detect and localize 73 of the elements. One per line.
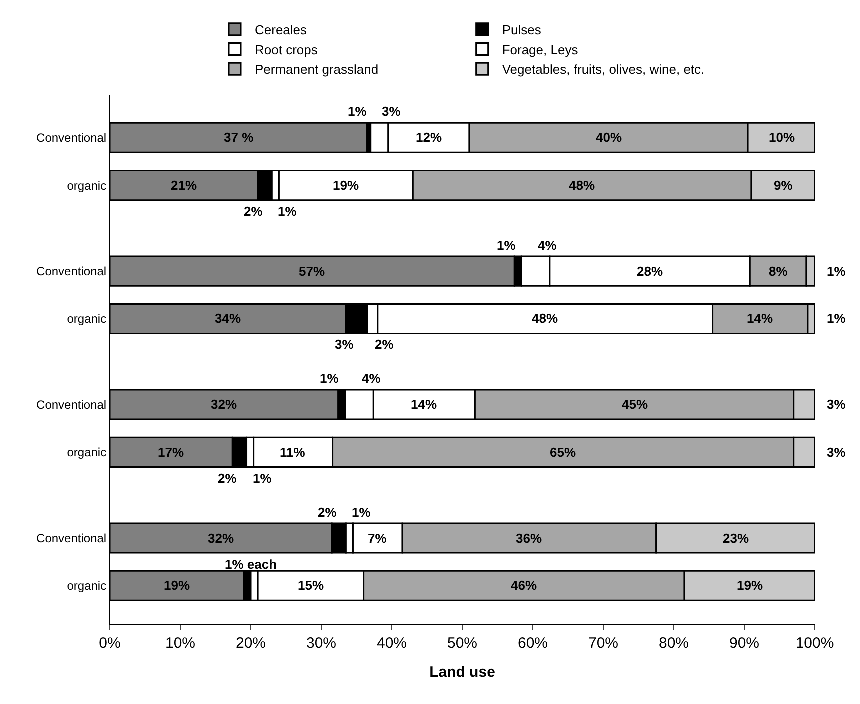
- data-label: 19%: [333, 178, 360, 193]
- y-tick-label: Conventional: [36, 131, 107, 146]
- x-tick-label: 30%: [306, 635, 337, 652]
- data-label: 1%: [827, 311, 846, 326]
- data-label: 21%: [171, 178, 198, 193]
- legend-label: Pulses: [502, 22, 542, 38]
- data-label: 17%: [158, 445, 184, 460]
- x-tick-label: 20%: [236, 635, 266, 652]
- data-label: 10%: [769, 130, 796, 145]
- data-label: 28%: [637, 264, 664, 279]
- legend-label: Vegetables, fruits, olives, wine, etc.: [502, 62, 705, 78]
- y-tick-label: Conventional: [36, 398, 107, 412]
- x-tick-label: 70%: [588, 635, 619, 652]
- data-label: 32%: [208, 531, 234, 546]
- data-label: 3%: [382, 104, 402, 119]
- data-label: 4%: [362, 371, 382, 386]
- data-label: 7%: [368, 531, 388, 546]
- data-label: 57%: [299, 264, 326, 279]
- y-tick-label: organic: [67, 446, 107, 460]
- legend-label: Permanent grassland: [255, 62, 379, 78]
- x-tick-label: 60%: [518, 635, 548, 652]
- x-tick-label: 40%: [376, 635, 408, 652]
- data-label: 3%: [827, 397, 846, 412]
- y-tick-label: organic: [67, 178, 107, 193]
- legend-label: Forage, Leys: [502, 42, 579, 58]
- data-label: 45%: [622, 397, 648, 412]
- data-label: 4%: [538, 238, 558, 253]
- data-label: 19%: [164, 578, 190, 593]
- legend-label: Cereales: [255, 22, 308, 38]
- data-label: 65%: [550, 445, 576, 460]
- data-label: 48%: [532, 311, 558, 326]
- data-label: 14%: [747, 311, 774, 326]
- data-label: 1%: [497, 238, 516, 253]
- data-label: 1%: [278, 204, 298, 219]
- data-label: 32%: [211, 397, 238, 412]
- data-label: 19%: [737, 578, 764, 593]
- y-tick-label: Conventional: [36, 264, 107, 279]
- x-tick-label: 80%: [658, 635, 690, 652]
- data-label: 2%: [375, 337, 394, 352]
- annotation: 1% each: [225, 557, 278, 572]
- data-label: 46%: [511, 578, 538, 593]
- x-tick-label: 100%: [796, 635, 834, 652]
- y-tick-label: organic: [67, 579, 107, 594]
- data-label: 1%: [253, 471, 272, 486]
- data-label: 48%: [569, 178, 596, 193]
- x-tick-label: 50%: [447, 635, 478, 652]
- x-tick-label: 90%: [729, 635, 760, 652]
- data-label: 1%: [320, 371, 340, 386]
- data-label: 14%: [411, 397, 438, 412]
- data-label: 11%: [280, 445, 306, 460]
- data-label: 12%: [416, 130, 442, 145]
- y-tick-label: Conventional: [36, 531, 107, 546]
- data-label: 2%: [218, 471, 238, 486]
- data-label: 8%: [769, 264, 788, 279]
- legend-label: Root crops: [255, 42, 318, 58]
- data-label: 9%: [774, 178, 794, 193]
- data-label: 3%: [335, 337, 354, 352]
- data-label: 1%: [827, 264, 846, 279]
- data-label: 15%: [298, 578, 324, 593]
- data-label: 23%: [723, 531, 750, 546]
- data-label: 1%: [352, 505, 372, 520]
- data-label: 37 %: [224, 130, 254, 145]
- x-tick-label: 0%: [99, 635, 121, 652]
- data-label: 34%: [215, 311, 242, 326]
- y-tick-label: organic: [67, 312, 107, 326]
- data-label: 2%: [318, 505, 338, 520]
- x-tick-label: 10%: [165, 635, 196, 652]
- data-label: 2%: [244, 204, 264, 219]
- data-label: 1%: [348, 104, 368, 119]
- data-label: 3%: [827, 445, 846, 460]
- x-axis-title: Land use: [430, 664, 496, 681]
- data-label: 40%: [596, 130, 622, 145]
- data-label: 36%: [516, 531, 542, 546]
